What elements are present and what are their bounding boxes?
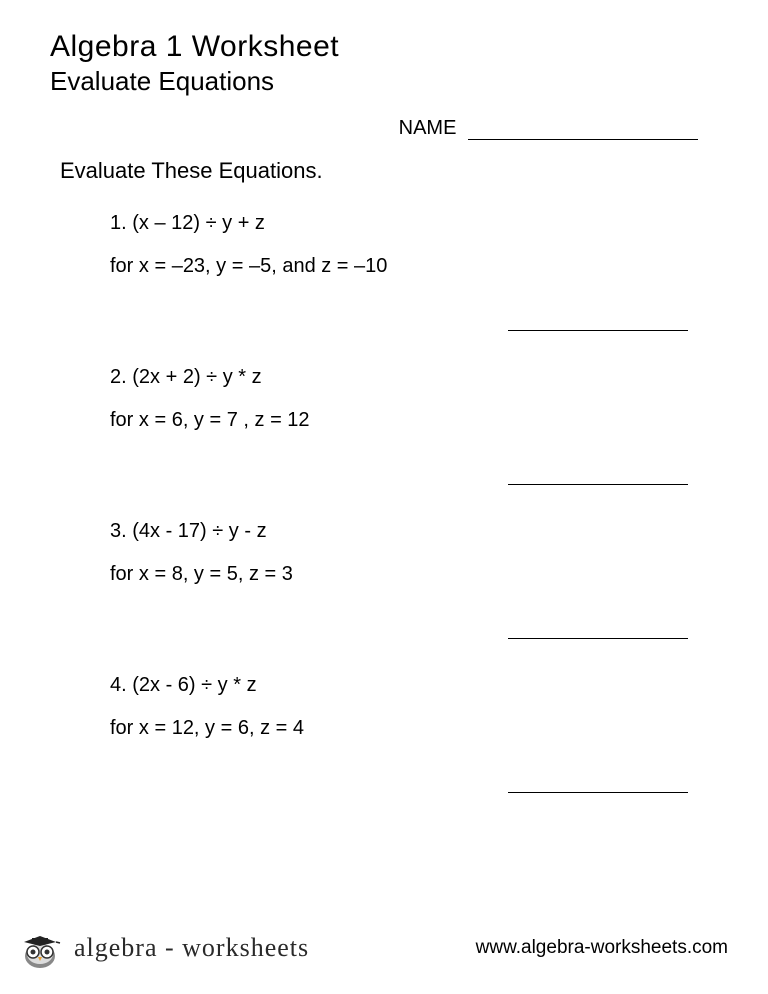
problem-1: 1. (x – 12) ÷ y + z for x = –23, y = –5,…: [110, 212, 718, 336]
problem-values: for x = –23, y = –5, and z = –10: [110, 255, 718, 278]
answer-blank-wrap: [110, 626, 718, 644]
problems-list: 1. (x – 12) ÷ y + z for x = –23, y = –5,…: [110, 212, 718, 798]
answer-blank-wrap: [110, 318, 718, 336]
problem-equation: 2. (2x + 2) ÷ y * z: [110, 366, 718, 389]
problem-expression: (4x - 17) ÷ y - z: [132, 520, 266, 542]
problem-expression: (x – 12) ÷ y + z: [132, 212, 265, 234]
footer: algebra - worksheets www.algebra-workshe…: [0, 924, 768, 972]
answer-blank-line: [508, 484, 688, 485]
footer-url-text: www.algebra-worksheets.com: [476, 937, 728, 959]
problem-values: for x = 8, y = 5, z = 3: [110, 563, 718, 586]
answer-blank-line: [508, 330, 688, 331]
owl-mascot-icon: [16, 924, 64, 972]
answer-blank-wrap: [110, 780, 718, 798]
problem-number: 3.: [110, 520, 127, 542]
name-label: NAME: [399, 117, 457, 139]
problem-number: 4.: [110, 674, 127, 696]
problem-expression: (2x + 2) ÷ y * z: [132, 366, 261, 388]
problem-equation: 3. (4x - 17) ÷ y - z: [110, 520, 718, 543]
problem-2: 2. (2x + 2) ÷ y * z for x = 6, y = 7 , z…: [110, 366, 718, 490]
answer-blank-line: [508, 792, 688, 793]
problem-equation: 1. (x – 12) ÷ y + z: [110, 212, 718, 235]
name-blank-line: [468, 139, 698, 140]
answer-blank-line: [508, 638, 688, 639]
worksheet-title-sub: Evaluate Equations: [50, 66, 718, 97]
problem-4: 4. (2x - 6) ÷ y * z for x = 12, y = 6, z…: [110, 674, 718, 798]
problem-equation: 4. (2x - 6) ÷ y * z: [110, 674, 718, 697]
problem-number: 1.: [110, 212, 127, 234]
worksheet-title-main: Algebra 1 Worksheet: [50, 30, 718, 64]
problem-expression: (2x - 6) ÷ y * z: [132, 674, 256, 696]
problem-values: for x = 12, y = 6, z = 4: [110, 717, 718, 740]
instructions-text: Evaluate These Equations.: [60, 158, 718, 184]
problem-values: for x = 6, y = 7 , z = 12: [110, 409, 718, 432]
problem-3: 3. (4x - 17) ÷ y - z for x = 8, y = 5, z…: [110, 520, 718, 644]
answer-blank-wrap: [110, 472, 718, 490]
problem-number: 2.: [110, 366, 127, 388]
footer-brand-group: algebra - worksheets: [16, 924, 309, 972]
footer-brand-text: algebra - worksheets: [74, 933, 309, 963]
name-field-row: NAME: [50, 117, 718, 140]
